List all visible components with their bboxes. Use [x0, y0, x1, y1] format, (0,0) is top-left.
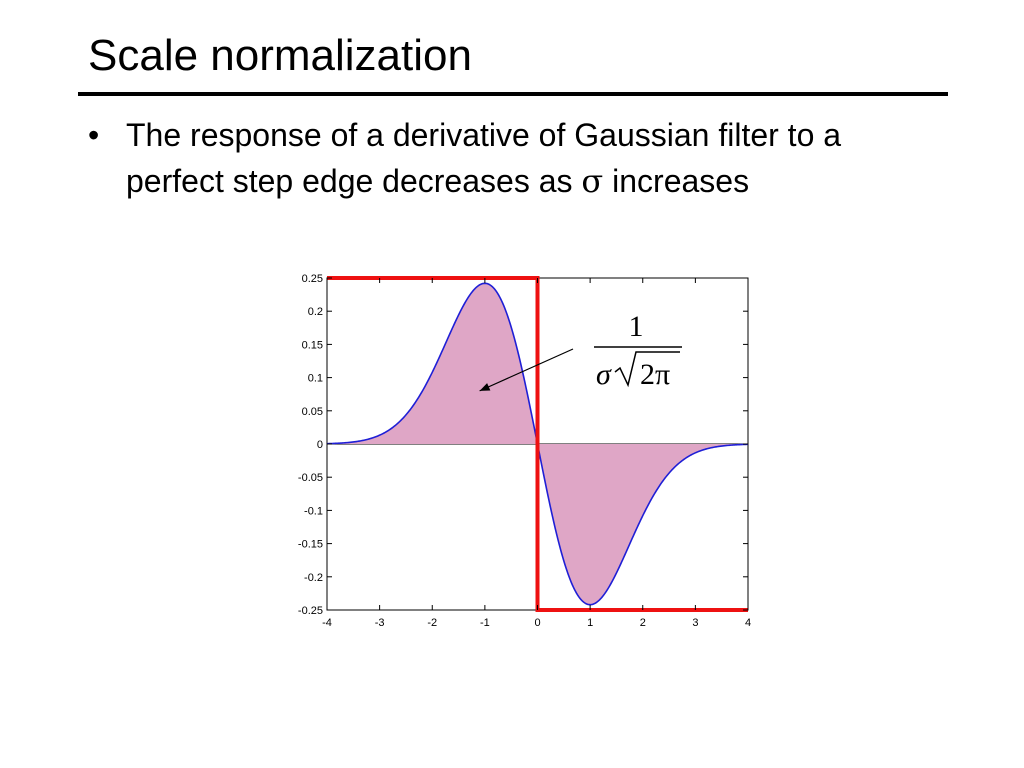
formula-radicand: 2π	[640, 358, 670, 391]
y-tick-label: -0.2	[304, 572, 323, 584]
y-tick-label: 0	[317, 439, 323, 451]
x-tick-label: -1	[480, 617, 490, 629]
x-tick-label: -2	[427, 617, 437, 629]
formula-radical-sign	[614, 351, 680, 388]
x-tick-label: 0	[534, 617, 540, 629]
y-tick-label: 0.1	[308, 373, 323, 385]
bullet-text: The response of a derivative of Gaussian…	[126, 117, 842, 199]
arrow-head	[479, 383, 491, 391]
x-tick-label: 1	[587, 617, 593, 629]
y-tick-label: 0.15	[302, 339, 323, 351]
y-tick-label: -0.15	[298, 539, 323, 551]
chart-plot-area: -4 -3 -2 -1 0 1 2 3 4 0.25 0.2 0.15 0.1 0.05 0 -0.05 -0.…	[298, 273, 751, 629]
bullet-marker: •	[88, 117, 100, 153]
bullet-sigma: σ	[581, 162, 604, 200]
x-tick-label: -3	[375, 617, 385, 629]
annotation-arrow	[479, 348, 574, 392]
y-tick-label: 0.05	[302, 406, 323, 418]
y-tick-label: -0.25	[298, 605, 323, 617]
bullet-item: • The response of a derivative of Gaussi…	[88, 112, 908, 204]
x-tick-label: -4	[322, 617, 332, 629]
y-tick-label: -0.1	[304, 505, 323, 517]
y-tick-label: 0.25	[302, 273, 323, 285]
x-tick-label: 4	[745, 617, 751, 629]
bullet-list: • The response of a derivative of Gaussi…	[88, 112, 908, 204]
normalization-formula: 1 σ 2π	[594, 310, 682, 391]
arrow-shaft	[479, 348, 574, 392]
formula-sigma: σ	[596, 358, 612, 391]
title-divider	[78, 92, 948, 96]
x-tick-label: 3	[692, 617, 698, 629]
x-tick-label: 2	[640, 617, 646, 629]
y-tick-label: -0.05	[298, 472, 323, 484]
bullet-tail: increases	[612, 163, 750, 199]
y-tick-label: 0.2	[308, 306, 323, 318]
formula-numerator: 1	[629, 310, 644, 343]
slide-title: Scale normalization	[88, 31, 472, 80]
